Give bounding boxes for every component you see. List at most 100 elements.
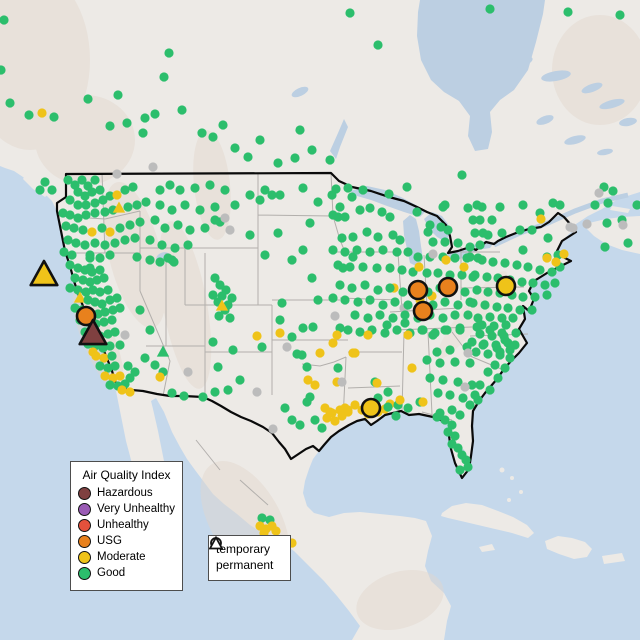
station-marker[interactable] bbox=[497, 313, 507, 323]
station-marker[interactable] bbox=[582, 219, 592, 229]
station-marker[interactable] bbox=[310, 415, 320, 425]
station-marker[interactable] bbox=[455, 410, 465, 420]
station-marker[interactable] bbox=[273, 228, 283, 238]
station-marker[interactable] bbox=[365, 247, 375, 257]
station-marker[interactable] bbox=[463, 310, 473, 320]
station-marker[interactable] bbox=[115, 303, 125, 313]
station-marker[interactable] bbox=[485, 385, 495, 395]
station-marker[interactable] bbox=[468, 215, 478, 225]
station-marker[interactable] bbox=[362, 227, 372, 237]
station-marker[interactable] bbox=[177, 105, 187, 115]
station-marker[interactable] bbox=[328, 245, 338, 255]
station-marker[interactable] bbox=[317, 423, 327, 433]
station-marker[interactable] bbox=[487, 215, 497, 225]
station-marker[interactable] bbox=[67, 250, 77, 260]
station-marker[interactable] bbox=[400, 310, 410, 320]
station-marker[interactable] bbox=[358, 262, 368, 272]
station-marker[interactable] bbox=[337, 233, 347, 243]
station-marker[interactable] bbox=[297, 350, 307, 360]
station-marker[interactable] bbox=[378, 245, 388, 255]
station-marker[interactable] bbox=[527, 305, 537, 315]
station-marker[interactable] bbox=[523, 262, 533, 272]
station-marker[interactable] bbox=[287, 255, 297, 265]
station-marker[interactable] bbox=[385, 212, 395, 222]
event-marker-hazardous-triangle[interactable] bbox=[78, 318, 108, 346]
station-marker[interactable] bbox=[414, 262, 424, 272]
event-marker-usg-circle[interactable] bbox=[437, 276, 459, 298]
station-marker[interactable] bbox=[61, 221, 71, 231]
station-marker[interactable] bbox=[433, 388, 443, 398]
station-marker[interactable] bbox=[331, 184, 341, 194]
station-marker[interactable] bbox=[218, 120, 228, 130]
station-marker[interactable] bbox=[353, 297, 363, 307]
station-marker[interactable] bbox=[73, 213, 83, 223]
station-marker[interactable] bbox=[340, 295, 350, 305]
station-marker[interactable] bbox=[590, 200, 600, 210]
station-marker[interactable] bbox=[551, 257, 561, 267]
station-marker[interactable] bbox=[155, 257, 165, 267]
station-marker[interactable] bbox=[197, 128, 207, 138]
station-marker[interactable] bbox=[508, 313, 518, 323]
station-marker[interactable] bbox=[355, 205, 365, 215]
station-marker[interactable] bbox=[98, 195, 108, 205]
station-marker[interactable] bbox=[228, 345, 238, 355]
station-marker[interactable] bbox=[85, 277, 95, 287]
station-marker[interactable] bbox=[428, 330, 438, 340]
station-marker[interactable] bbox=[460, 287, 470, 297]
station-marker[interactable] bbox=[333, 363, 343, 373]
station-marker[interactable] bbox=[160, 223, 170, 233]
station-marker[interactable] bbox=[473, 313, 483, 323]
station-marker[interactable] bbox=[195, 205, 205, 215]
station-marker[interactable] bbox=[335, 323, 345, 333]
station-marker[interactable] bbox=[443, 427, 453, 437]
station-marker[interactable] bbox=[208, 290, 218, 300]
station-marker[interactable] bbox=[450, 431, 460, 441]
station-marker[interactable] bbox=[483, 230, 493, 240]
station-marker[interactable] bbox=[70, 303, 80, 313]
station-marker[interactable] bbox=[169, 257, 179, 267]
station-marker[interactable] bbox=[255, 135, 265, 145]
station-marker[interactable] bbox=[105, 295, 115, 305]
station-marker[interactable] bbox=[107, 351, 117, 361]
station-marker[interactable] bbox=[400, 318, 410, 328]
station-marker[interactable] bbox=[455, 465, 465, 475]
station-marker[interactable] bbox=[305, 218, 315, 228]
station-marker[interactable] bbox=[49, 112, 59, 122]
station-marker[interactable] bbox=[230, 143, 240, 153]
station-marker[interactable] bbox=[495, 202, 505, 212]
station-marker[interactable] bbox=[497, 328, 507, 338]
station-marker[interactable] bbox=[465, 242, 475, 252]
station-marker[interactable] bbox=[412, 207, 422, 217]
station-marker[interactable] bbox=[388, 230, 398, 240]
station-marker[interactable] bbox=[482, 272, 492, 282]
station-marker[interactable] bbox=[373, 285, 383, 295]
station-marker[interactable] bbox=[141, 197, 151, 207]
station-marker[interactable] bbox=[458, 393, 468, 403]
station-marker[interactable] bbox=[287, 415, 297, 425]
station-marker[interactable] bbox=[407, 363, 417, 373]
station-marker[interactable] bbox=[483, 349, 493, 359]
station-marker[interactable] bbox=[307, 273, 317, 283]
station-marker[interactable] bbox=[90, 208, 100, 218]
station-marker-permanent[interactable] bbox=[156, 345, 170, 357]
station-marker[interactable] bbox=[328, 338, 338, 348]
station-marker[interactable] bbox=[603, 198, 613, 208]
station-marker[interactable] bbox=[435, 358, 445, 368]
station-marker[interactable] bbox=[277, 298, 287, 308]
station-marker[interactable] bbox=[363, 330, 373, 340]
station-marker[interactable] bbox=[510, 340, 520, 350]
station-marker[interactable] bbox=[563, 7, 573, 17]
station-marker[interactable] bbox=[150, 109, 160, 119]
station-marker[interactable] bbox=[80, 265, 90, 275]
station-marker[interactable] bbox=[271, 526, 281, 536]
station-marker[interactable] bbox=[100, 207, 110, 217]
station-marker[interactable] bbox=[343, 325, 353, 335]
station-marker[interactable] bbox=[403, 247, 413, 257]
station-marker[interactable] bbox=[440, 237, 450, 247]
station-marker[interactable] bbox=[325, 155, 335, 165]
station-marker[interactable] bbox=[243, 152, 253, 162]
station-marker[interactable] bbox=[165, 180, 175, 190]
station-marker[interactable] bbox=[112, 190, 122, 200]
station-marker[interactable] bbox=[542, 290, 552, 300]
station-marker[interactable] bbox=[383, 402, 393, 412]
